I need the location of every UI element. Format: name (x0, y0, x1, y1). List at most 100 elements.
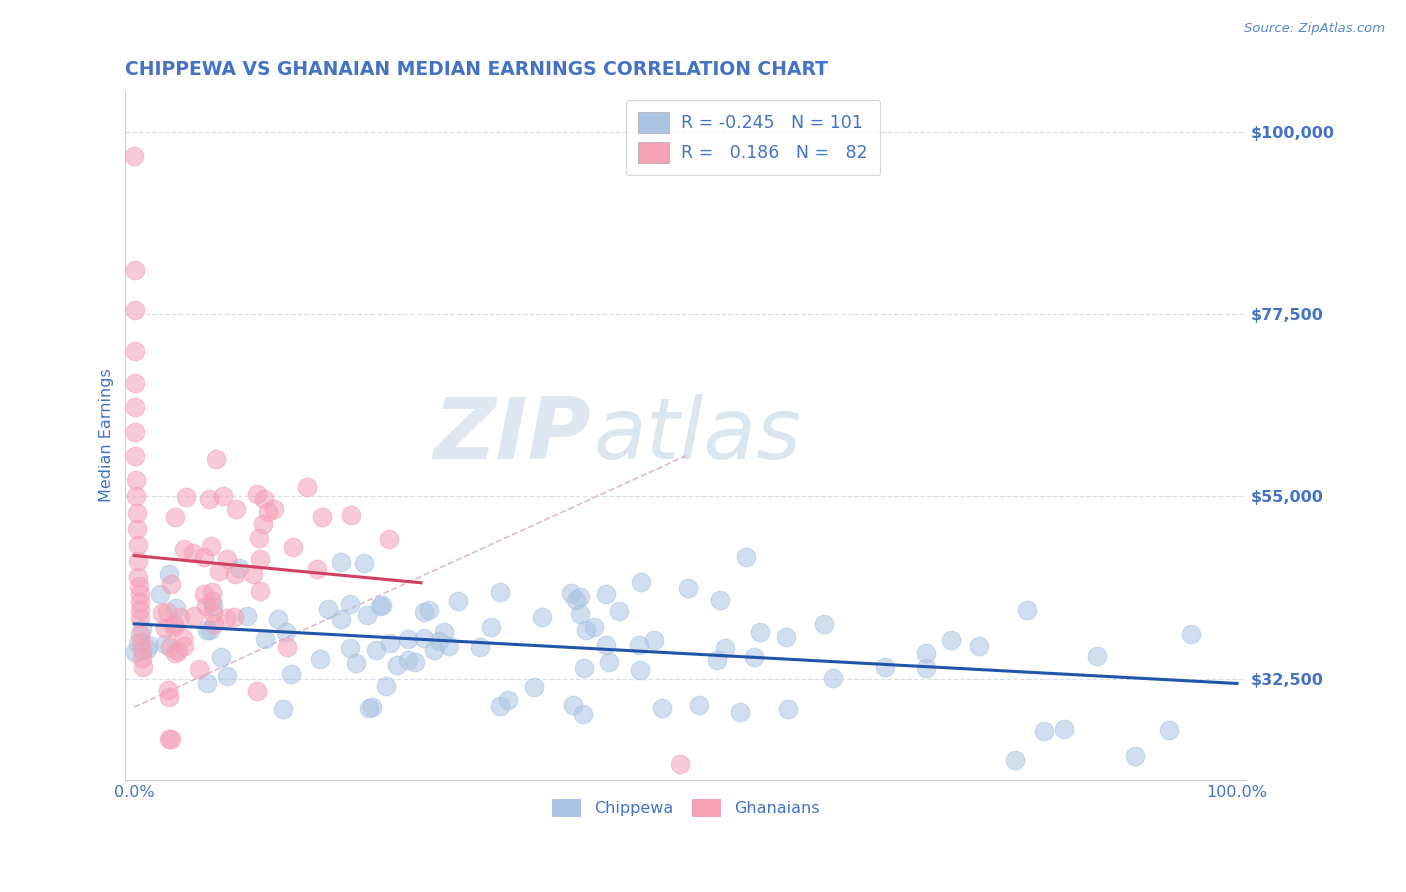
Point (561, 698, 583, 712)
Point (560, 585, 582, 599)
Point (706, 653, 728, 667)
Point (138, 638, 160, 652)
Point (127, 538, 149, 552)
Point (225, 501, 247, 516)
Point (215, 611, 238, 625)
Point (129, 627, 152, 641)
Point (127, 522, 149, 536)
Point (125, 489, 148, 503)
Point (368, 599, 391, 613)
Point (163, 510, 186, 524)
Point (195, 599, 218, 613)
Point (728, 705, 751, 719)
Point (470, 640, 492, 655)
Point (236, 609, 259, 624)
Point (1033, 724, 1056, 739)
Point (571, 706, 593, 721)
Point (131, 622, 153, 636)
Point (124, 376, 146, 390)
Text: Source: ZipAtlas.com: Source: ZipAtlas.com (1244, 22, 1385, 36)
Point (295, 480, 318, 494)
Point (329, 555, 352, 569)
Point (630, 663, 652, 677)
Point (128, 578, 150, 592)
Point (742, 650, 765, 665)
Text: atlas: atlas (593, 394, 801, 477)
Point (748, 624, 770, 639)
Point (813, 616, 835, 631)
Point (153, 621, 176, 635)
Point (160, 732, 183, 747)
Point (1157, 723, 1180, 738)
Point (131, 651, 153, 665)
Point (217, 551, 239, 566)
Point (496, 693, 519, 707)
Point (353, 557, 375, 571)
Point (630, 575, 652, 590)
Point (575, 623, 598, 637)
Point (136, 642, 159, 657)
Point (131, 659, 153, 673)
Point (157, 690, 180, 704)
Point (595, 638, 617, 652)
Point (821, 672, 844, 686)
Point (364, 643, 387, 657)
Point (129, 595, 152, 609)
Point (437, 639, 460, 653)
Point (595, 587, 617, 601)
Point (131, 643, 153, 657)
Point (263, 501, 285, 516)
Point (339, 597, 361, 611)
Point (200, 539, 222, 553)
Point (157, 732, 180, 747)
Point (163, 617, 186, 632)
Point (124, 425, 146, 439)
Point (340, 508, 363, 522)
Point (307, 562, 329, 576)
Point (627, 638, 650, 652)
Text: ZIP: ZIP (433, 394, 591, 477)
Point (344, 656, 367, 670)
Point (267, 612, 290, 626)
Point (124, 645, 146, 659)
Point (915, 647, 938, 661)
Point (572, 661, 595, 675)
Point (156, 683, 179, 698)
Point (643, 632, 665, 647)
Point (163, 620, 186, 634)
Point (1180, 627, 1202, 641)
Point (371, 599, 394, 613)
Point (274, 624, 297, 639)
Point (1125, 748, 1147, 763)
Point (308, 652, 330, 666)
Point (583, 620, 606, 634)
Point (127, 570, 149, 584)
Point (283, 540, 305, 554)
Point (160, 576, 183, 591)
Point (193, 587, 215, 601)
Point (212, 490, 235, 504)
Point (273, 702, 295, 716)
Point (188, 661, 211, 675)
Point (249, 551, 271, 566)
Point (479, 620, 502, 634)
Point (396, 632, 419, 646)
Point (224, 566, 246, 581)
Point (150, 606, 173, 620)
Point (193, 549, 215, 564)
Point (280, 667, 302, 681)
Point (125, 506, 148, 520)
Point (356, 608, 378, 623)
Point (174, 491, 197, 505)
Point (564, 592, 586, 607)
Point (201, 594, 224, 608)
Point (678, 581, 700, 595)
Point (202, 616, 225, 631)
Point (208, 565, 231, 579)
Point (734, 549, 756, 564)
Point (124, 343, 146, 358)
Point (172, 631, 194, 645)
Point (198, 624, 221, 638)
Point (127, 554, 149, 568)
Point (377, 532, 399, 546)
